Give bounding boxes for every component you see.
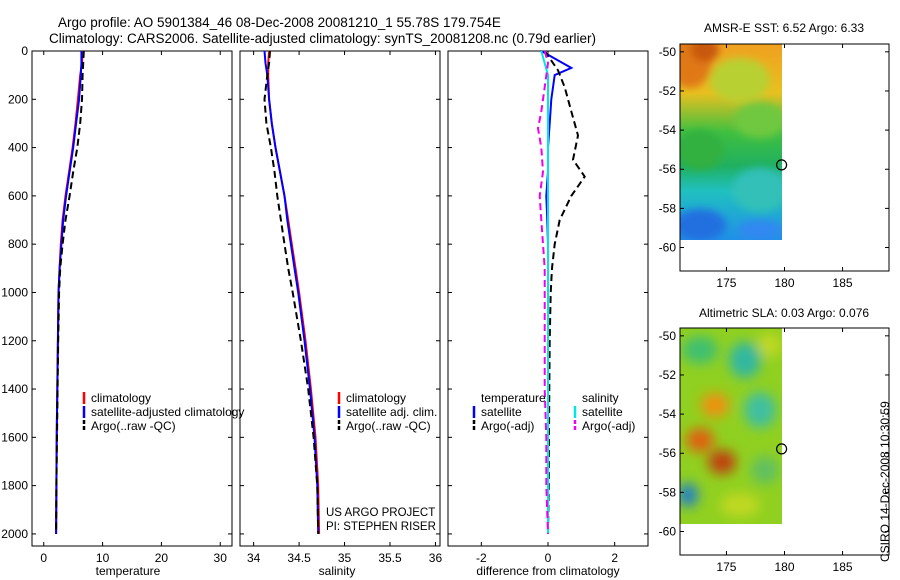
- x-tick-label: 0: [40, 551, 47, 565]
- depth-axis: 0 200 400 600 800 1000 1200 1400 1600 1800 2000: [1, 44, 232, 541]
- difference-x-label: difference from climatology: [476, 564, 619, 578]
- legend-label-climatology: climatology: [91, 391, 151, 405]
- legend-label-argo-raw-qc: Argo(..raw -QC): [346, 419, 431, 433]
- y-tick-label: 1200: [1, 334, 28, 348]
- x-tick-label: 34: [247, 551, 261, 565]
- y-tick-label: 200: [8, 92, 28, 106]
- x-tick-label: -2: [476, 551, 487, 565]
- sla-heatmap: [680, 328, 782, 524]
- y-tick-label: 800: [8, 237, 28, 251]
- salinity-x-axis: 34 34.5 35 35.5 36: [240, 50, 443, 565]
- sla-argo-location-marker: [775, 443, 788, 455]
- map-y-tick-label: -58: [659, 485, 677, 499]
- satellite-adj-clim-line: [263, 50, 320, 534]
- salinity-profile-panel: 34 34.5 35 35.5 36 salinity climatologysatel…: [239, 50, 443, 578]
- y-tick-label: 1800: [1, 479, 28, 493]
- difference-legend-heading-temperature: temperature: [481, 391, 546, 405]
- sst-axis-ticks: 175 180 185 -50 -52 -54 -56 -58 -60: [659, 44, 889, 290]
- sla-map-title: Altimetric SLA: 0.03 Argo: 0.076: [699, 306, 869, 320]
- legend-label-satellite-adjusted-climatology: satellite-adjusted climatology: [91, 405, 244, 419]
- map-x-tick-label: 175: [716, 276, 736, 290]
- legend-label-satellite: satellite: [481, 405, 522, 419]
- y-tick-label: 1000: [1, 285, 28, 299]
- map-y-tick-label: -60: [659, 525, 677, 539]
- legend-label-argo-adj: Argo(-adj): [582, 419, 635, 433]
- legend-label-satellite-adj-clim: satellite adj. clim.: [346, 405, 437, 419]
- x-tick-label: 35: [338, 551, 352, 565]
- y-tick-label: 1600: [1, 430, 28, 444]
- temperature-argo-adj-line: [543, 50, 586, 534]
- map-x-tick-label: 185: [833, 560, 853, 574]
- legend-label-argo-adj: Argo(-adj): [481, 419, 534, 433]
- y-tick-label: 600: [8, 189, 28, 203]
- legend-label-argo-raw-qc: Argo(..raw -QC): [91, 419, 176, 433]
- sst-map-title: AMSR-E SST: 6.52 Argo: 6.33: [704, 21, 864, 35]
- map-y-tick-label: -52: [659, 368, 677, 382]
- argo-raw-qc-line: [55, 50, 85, 534]
- x-tick-label: 30: [214, 551, 228, 565]
- map-x-tick-label: 180: [774, 560, 794, 574]
- salinity-axes-frame: [239, 50, 441, 547]
- y-tick-label: 2000: [1, 527, 28, 541]
- x-tick-label: 2: [611, 551, 618, 565]
- sla-axis-ticks: 175 180 185 -50 -52 -54 -56 -58 -60: [659, 328, 889, 574]
- map-y-tick-label: -54: [659, 407, 677, 421]
- credit-line1: US ARGO PROJECT: [326, 507, 435, 519]
- x-tick-label: 20: [155, 551, 169, 565]
- figure-title-line2: Climatology: CARS2006. Satellite-adjuste…: [49, 31, 596, 46]
- temperature-profile-panel: 0 200 400 600 800 1000 1200 1400 1600 1800 2000 0 1…: [1, 44, 244, 578]
- x-tick-label: 35.5: [378, 551, 402, 565]
- x-tick-label: 10: [96, 551, 110, 565]
- y-tick-label: 0: [21, 44, 28, 58]
- legend-label-satellite: satellite: [582, 405, 623, 419]
- salinity-lines: [263, 50, 321, 534]
- sst-heatmap: [680, 44, 782, 240]
- map-y-tick-label: -54: [659, 123, 677, 137]
- map-y-tick-label: -56: [659, 162, 677, 176]
- difference-lines: [536, 50, 586, 534]
- map-y-tick-label: -56: [659, 446, 677, 460]
- difference-x-axis: -2 0 2: [448, 50, 648, 565]
- map-y-tick-label: -52: [659, 84, 677, 98]
- sst-argo-location-marker: [775, 159, 788, 171]
- difference-profile-panel: -2 0 2 difference from climatology tempera…: [447, 50, 649, 578]
- temperature-axes-frame: [31, 50, 233, 547]
- map-y-tick-label: -58: [659, 201, 677, 215]
- map-y-tick-label: -50: [659, 329, 677, 343]
- x-tick-label: 34.5: [287, 551, 311, 565]
- temperature-x-label: temperature: [96, 564, 161, 578]
- figure-title-line1: Argo profile: AO 5901384_46 08-Dec-2008 …: [58, 15, 501, 30]
- x-tick-label: 0: [545, 551, 552, 565]
- map-x-tick-label: 180: [774, 276, 794, 290]
- side-timestamp-label: CSIRO 14-Dec-2008 10:30:59: [878, 401, 892, 562]
- temperature-lines: [55, 50, 85, 534]
- argo-raw-qc-line: [263, 50, 320, 534]
- map-x-tick-label: 185: [833, 276, 853, 290]
- credit-line2: PI: STEPHEN RISER: [326, 521, 436, 533]
- salinity-x-label: salinity: [319, 564, 356, 578]
- legend-label-climatology: climatology: [346, 391, 406, 405]
- sla-map-panel: Altimetric SLA: 0.03 Argo: 0.076 175 180 1…: [659, 306, 890, 574]
- y-tick-label: 1400: [1, 382, 28, 396]
- map-y-tick-label: -60: [659, 241, 677, 255]
- map-y-tick-label: -50: [659, 45, 677, 59]
- y-tick-label: 400: [8, 141, 28, 155]
- salinity-satellite-line: [540, 50, 549, 534]
- salinity-argo-adj-line: [536, 50, 550, 534]
- map-x-tick-label: 175: [716, 560, 736, 574]
- temperature-x-axis: 0 10 20 30: [40, 51, 227, 565]
- difference-legend-heading-salinity: salinity: [582, 391, 619, 405]
- x-tick-label: 36: [429, 551, 443, 565]
- sst-map-panel: AMSR-E SST: 6.52 Argo: 6.33 175 180 185 -50…: [659, 21, 890, 290]
